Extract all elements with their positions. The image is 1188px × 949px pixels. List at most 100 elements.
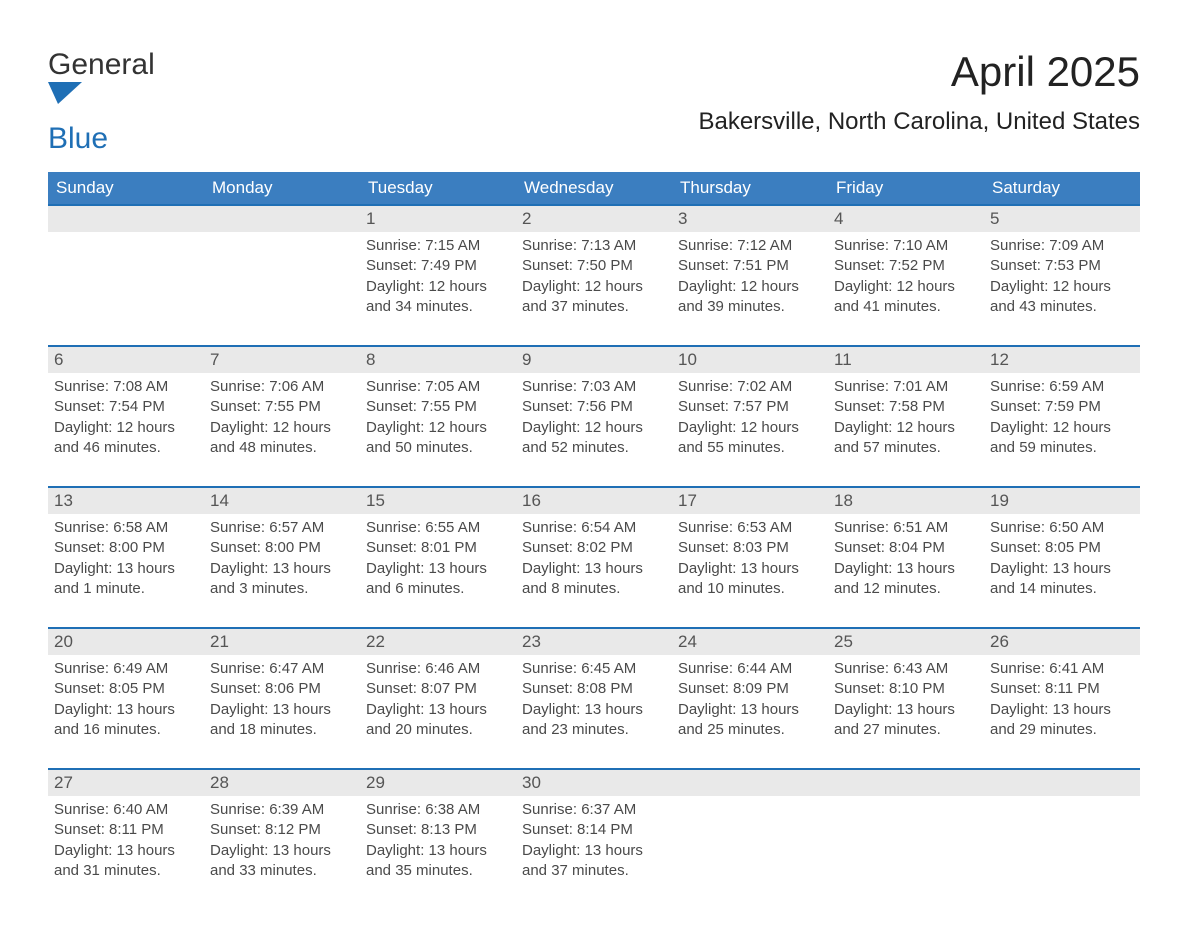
day-cell: Sunrise: 6:45 AMSunset: 8:08 PMDaylight:… <box>516 655 672 768</box>
day-cell: Sunrise: 7:05 AMSunset: 7:55 PMDaylight:… <box>360 373 516 486</box>
sunrise-text: Sunrise: 7:05 AM <box>366 377 510 397</box>
sunset-text: Sunset: 8:01 PM <box>366 538 510 558</box>
day-number: 16 <box>516 488 672 514</box>
calendar-week: 20212223242526Sunrise: 6:49 AMSunset: 8:… <box>48 627 1140 768</box>
sunrise-text: Sunrise: 7:10 AM <box>834 236 978 256</box>
day-cell: Sunrise: 7:09 AMSunset: 7:53 PMDaylight:… <box>984 232 1140 345</box>
sunrise-text: Sunrise: 6:46 AM <box>366 659 510 679</box>
daylight-text: Daylight: 13 hours and 37 minutes. <box>522 841 666 882</box>
sunrise-text: Sunrise: 6:51 AM <box>834 518 978 538</box>
sunrise-text: Sunrise: 7:13 AM <box>522 236 666 256</box>
day-cell <box>48 232 204 345</box>
sunrise-text: Sunrise: 6:53 AM <box>678 518 822 538</box>
sunrise-text: Sunrise: 7:15 AM <box>366 236 510 256</box>
daylight-text: Daylight: 13 hours and 16 minutes. <box>54 700 198 741</box>
daylight-text: Daylight: 13 hours and 29 minutes. <box>990 700 1134 741</box>
calendar-week: 12345Sunrise: 7:15 AMSunset: 7:49 PMDayl… <box>48 204 1140 345</box>
sunrise-text: Sunrise: 7:02 AM <box>678 377 822 397</box>
sunset-text: Sunset: 8:06 PM <box>210 679 354 699</box>
calendar-week: 27282930Sunrise: 6:40 AMSunset: 8:11 PMD… <box>48 768 1140 909</box>
day-cell: Sunrise: 6:46 AMSunset: 8:07 PMDaylight:… <box>360 655 516 768</box>
daylight-text: Daylight: 13 hours and 14 minutes. <box>990 559 1134 600</box>
day-cell: Sunrise: 7:03 AMSunset: 7:56 PMDaylight:… <box>516 373 672 486</box>
daylight-text: Daylight: 13 hours and 20 minutes. <box>366 700 510 741</box>
day-number: 21 <box>204 629 360 655</box>
day-number: 28 <box>204 770 360 796</box>
day-number <box>984 770 1140 796</box>
sunrise-text: Sunrise: 7:08 AM <box>54 377 198 397</box>
sunset-text: Sunset: 7:49 PM <box>366 256 510 276</box>
day-number: 9 <box>516 347 672 373</box>
sunset-text: Sunset: 8:05 PM <box>54 679 198 699</box>
daylight-text: Daylight: 12 hours and 41 minutes. <box>834 277 978 318</box>
weekday-header: Tuesday <box>360 172 516 204</box>
day-number: 25 <box>828 629 984 655</box>
day-cell: Sunrise: 6:40 AMSunset: 8:11 PMDaylight:… <box>48 796 204 909</box>
sunset-text: Sunset: 7:53 PM <box>990 256 1134 276</box>
sunset-text: Sunset: 8:11 PM <box>990 679 1134 699</box>
daylight-text: Daylight: 12 hours and 34 minutes. <box>366 277 510 318</box>
day-cell: Sunrise: 6:43 AMSunset: 8:10 PMDaylight:… <box>828 655 984 768</box>
sunrise-text: Sunrise: 6:49 AM <box>54 659 198 679</box>
sunset-text: Sunset: 8:14 PM <box>522 820 666 840</box>
sunset-text: Sunset: 7:57 PM <box>678 397 822 417</box>
day-number <box>672 770 828 796</box>
day-cell <box>828 796 984 909</box>
weekday-header: Thursday <box>672 172 828 204</box>
day-cell: Sunrise: 6:49 AMSunset: 8:05 PMDaylight:… <box>48 655 204 768</box>
location-subtitle: Bakersville, North Carolina, United Stat… <box>698 108 1140 136</box>
day-cell: Sunrise: 7:08 AMSunset: 7:54 PMDaylight:… <box>48 373 204 486</box>
day-number: 27 <box>48 770 204 796</box>
daylight-text: Daylight: 12 hours and 59 minutes. <box>990 418 1134 459</box>
daylight-text: Daylight: 12 hours and 57 minutes. <box>834 418 978 459</box>
sunrise-text: Sunrise: 6:58 AM <box>54 518 198 538</box>
day-cell: Sunrise: 7:15 AMSunset: 7:49 PMDaylight:… <box>360 232 516 345</box>
sunrise-text: Sunrise: 7:03 AM <box>522 377 666 397</box>
daylight-text: Daylight: 12 hours and 39 minutes. <box>678 277 822 318</box>
sunset-text: Sunset: 7:55 PM <box>210 397 354 417</box>
day-cell: Sunrise: 6:59 AMSunset: 7:59 PMDaylight:… <box>984 373 1140 486</box>
day-number: 8 <box>360 347 516 373</box>
sunset-text: Sunset: 8:11 PM <box>54 820 198 840</box>
day-number: 30 <box>516 770 672 796</box>
logo-word-blue: Blue <box>48 122 108 155</box>
sunrise-text: Sunrise: 6:55 AM <box>366 518 510 538</box>
weeks-container: 12345Sunrise: 7:15 AMSunset: 7:49 PMDayl… <box>48 204 1140 909</box>
day-number: 6 <box>48 347 204 373</box>
day-cell: Sunrise: 7:10 AMSunset: 7:52 PMDaylight:… <box>828 232 984 345</box>
sunset-text: Sunset: 7:55 PM <box>366 397 510 417</box>
day-cell: Sunrise: 6:55 AMSunset: 8:01 PMDaylight:… <box>360 514 516 627</box>
logo: General Blue <box>48 48 155 156</box>
day-cell: Sunrise: 6:44 AMSunset: 8:09 PMDaylight:… <box>672 655 828 768</box>
daylight-text: Daylight: 13 hours and 18 minutes. <box>210 700 354 741</box>
sunrise-text: Sunrise: 6:50 AM <box>990 518 1134 538</box>
calendar-grid: SundayMondayTuesdayWednesdayThursdayFrid… <box>48 172 1140 909</box>
sunrise-text: Sunrise: 7:09 AM <box>990 236 1134 256</box>
day-number: 11 <box>828 347 984 373</box>
day-number: 24 <box>672 629 828 655</box>
day-cell <box>984 796 1140 909</box>
day-number: 18 <box>828 488 984 514</box>
daylight-text: Daylight: 13 hours and 33 minutes. <box>210 841 354 882</box>
day-number: 19 <box>984 488 1140 514</box>
day-number: 2 <box>516 206 672 232</box>
day-cell: Sunrise: 6:41 AMSunset: 8:11 PMDaylight:… <box>984 655 1140 768</box>
daylight-text: Daylight: 13 hours and 27 minutes. <box>834 700 978 741</box>
sunset-text: Sunset: 8:10 PM <box>834 679 978 699</box>
day-number: 3 <box>672 206 828 232</box>
sunrise-text: Sunrise: 6:59 AM <box>990 377 1134 397</box>
sunrise-text: Sunrise: 6:54 AM <box>522 518 666 538</box>
day-number <box>48 206 204 232</box>
day-number: 12 <box>984 347 1140 373</box>
daylight-text: Daylight: 13 hours and 3 minutes. <box>210 559 354 600</box>
sunrise-text: Sunrise: 6:57 AM <box>210 518 354 538</box>
weekday-header: Monday <box>204 172 360 204</box>
sunset-text: Sunset: 7:52 PM <box>834 256 978 276</box>
sunset-text: Sunset: 8:08 PM <box>522 679 666 699</box>
calendar-week: 6789101112Sunrise: 7:08 AMSunset: 7:54 P… <box>48 345 1140 486</box>
day-cell: Sunrise: 7:01 AMSunset: 7:58 PMDaylight:… <box>828 373 984 486</box>
sunrise-text: Sunrise: 6:45 AM <box>522 659 666 679</box>
day-number: 13 <box>48 488 204 514</box>
daylight-text: Daylight: 13 hours and 31 minutes. <box>54 841 198 882</box>
calendar-page: General Blue April 2025 Bakersville, Nor… <box>0 0 1188 949</box>
